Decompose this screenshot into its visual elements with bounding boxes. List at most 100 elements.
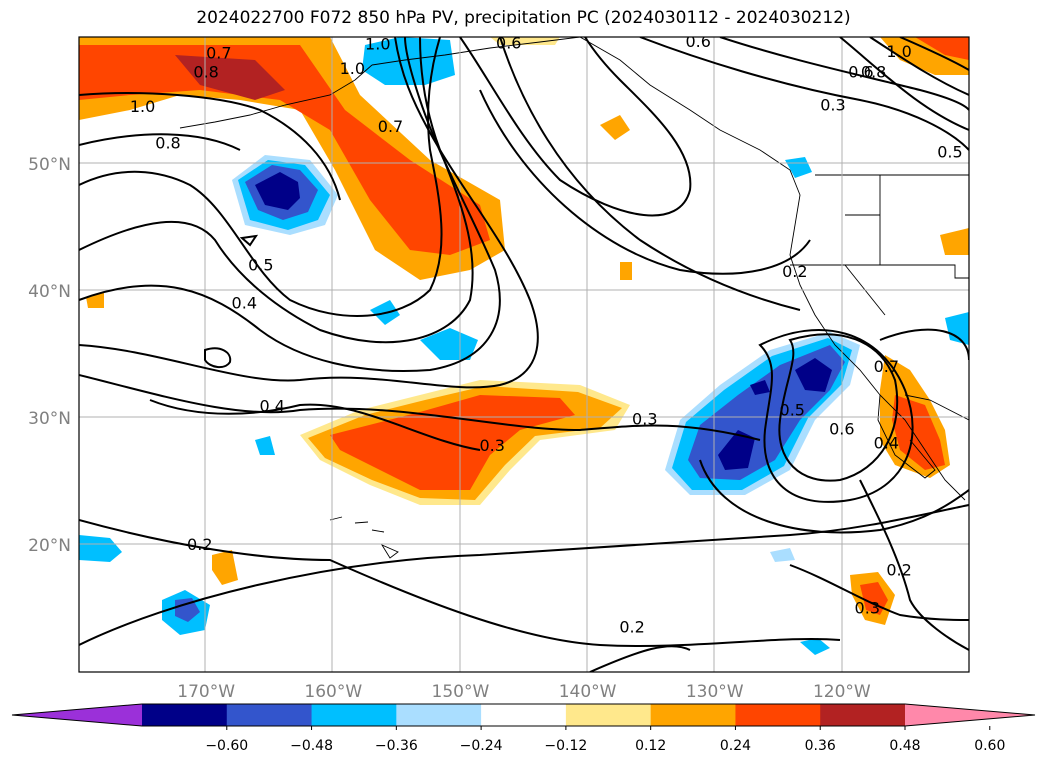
contour-label: 1.0 [886, 42, 911, 61]
pv-contour [899, 37, 969, 71]
contour-label: 0.4 [874, 433, 899, 452]
pv-contour [499, 37, 801, 311]
precip-negative-spot-1 [420, 328, 478, 360]
colorbar-tick-label: −0.24 [460, 738, 503, 754]
precip-negative-spot-7 [800, 638, 830, 655]
border-us-mexico [904, 394, 969, 421]
colorbar-swatch [735, 704, 821, 726]
precip-spot-6 [620, 262, 632, 280]
contour-label-text: 0.5 [780, 400, 805, 419]
contour-label: 0.8 [193, 63, 218, 82]
map-frame [78, 36, 970, 673]
lon-tick-label: 150°W [432, 682, 490, 702]
lon-tick-label: 130°W [686, 682, 744, 702]
pv-contour [149, 399, 481, 451]
precip-negative-spot-3-core [175, 598, 200, 622]
contour-label-text: 0.4 [260, 397, 285, 416]
contour-label: 0.6 [685, 32, 710, 51]
contour-label-text: 0.3 [820, 96, 845, 115]
contour-label-text: 0.7 [874, 357, 899, 376]
pv-contours [79, 37, 969, 672]
colorbar-extend-low [12, 704, 142, 726]
precip-max-aleutian [175, 55, 285, 100]
colorbar-outline [11, 703, 1036, 727]
colorbar-tick-label: −0.12 [544, 738, 587, 754]
contour-label-text: 0.2 [886, 560, 911, 579]
pv-contour [239, 234, 259, 247]
contour-label: 0.6 [829, 419, 854, 438]
contour-label-text: 0.5 [937, 143, 962, 162]
border-state-2 [790, 264, 969, 279]
colorbar-swatch [820, 704, 906, 726]
pv-contour [79, 37, 443, 317]
colorbar-swatch [481, 704, 567, 726]
pv-contour [869, 37, 969, 96]
contour-label: 0.7 [206, 44, 231, 63]
contour-label-text: 0.2 [187, 535, 212, 554]
pv-contour [789, 564, 969, 621]
contour-label-text: 0.8 [193, 63, 218, 82]
colorbar-swatch [311, 704, 397, 726]
contour-label: 0.7 [378, 117, 403, 136]
precipitation-shading [79, 37, 969, 655]
contour-label-text: 0.7 [206, 44, 231, 63]
pv-contour [859, 479, 969, 651]
colorbar-extend-high [905, 704, 1035, 726]
longitude-labels: 170°W 160°W 150°W 140°W 130°W 120°W [177, 682, 871, 702]
precip-spot-5 [940, 228, 969, 255]
pv-contour [79, 92, 341, 201]
contour-label-text: 1.0 [365, 35, 390, 54]
contour-label-text: 0.6 [496, 33, 521, 52]
contour-label-text: 0.7 [378, 117, 403, 136]
contour-label: 0.5 [780, 400, 805, 419]
contour-label: 0.3 [479, 436, 504, 455]
contour-label: 0.8 [155, 134, 180, 153]
contour-label-text: 0.6 [829, 419, 854, 438]
latitude-labels: 50°N 40°N 30°N 20°N [28, 155, 71, 556]
pv-contour [778, 333, 899, 482]
pv-contour [479, 89, 811, 275]
pv-contour [79, 133, 241, 151]
lat-tick-label: 50°N [28, 155, 71, 175]
lon-tick-label: 140°W [559, 682, 617, 702]
colorbar-tick-label: −0.48 [290, 738, 333, 754]
contour-label-text: 0.6 [685, 32, 710, 51]
contour-label: 1.0 [130, 97, 155, 116]
contour-label: 1.0 [365, 35, 390, 54]
contour-label: 0.6 [496, 33, 521, 52]
contour-label-text: 1.0 [886, 42, 911, 61]
precip-strong-ne-corner [915, 37, 969, 60]
contour-label: 0.3 [632, 409, 657, 428]
pv-contour [79, 374, 761, 441]
colorbar-tick-label: 0.48 [889, 738, 920, 754]
contour-label-text: 0.4 [874, 433, 899, 452]
contour-label: 0.4 [232, 294, 257, 313]
coastlines [179, 37, 969, 559]
colorbar-swatch [565, 704, 652, 726]
contour-label: 1.0 [340, 59, 365, 78]
contour-label: 0.3 [820, 96, 845, 115]
pv-contour [758, 329, 914, 503]
pv-contour [79, 37, 474, 344]
contour-label: 0.2 [619, 618, 644, 637]
contour-label: 0.5 [937, 143, 962, 162]
contour-label-text: 0.8 [861, 63, 886, 82]
pv-contour [79, 37, 501, 372]
coastline-north-america [579, 37, 966, 501]
coastline-alaska-peninsula [179, 64, 373, 129]
precip-negative-subtropical-core-2 [718, 430, 755, 470]
precip-negative-spot-9 [785, 157, 812, 178]
coastline-baja [877, 394, 936, 479]
precip-negative-spot-10 [770, 548, 795, 562]
contour-label: 0.4 [260, 397, 285, 416]
contour-label: 0.2 [187, 535, 212, 554]
contour-label-text: 0.3 [855, 599, 880, 618]
colorbar-tick-label: 0.24 [720, 738, 751, 754]
contour-label: 0.6 [848, 63, 873, 82]
precip-strong-aleutian [79, 45, 490, 255]
precip-spot-8 [490, 37, 560, 45]
colorbar-tick-label: 0.60 [974, 738, 1005, 754]
map-area: 0.70.81.00.81.01.00.70.6 0.60.30.60.81.00… [79, 32, 969, 672]
colorbar-swatch [142, 704, 228, 726]
